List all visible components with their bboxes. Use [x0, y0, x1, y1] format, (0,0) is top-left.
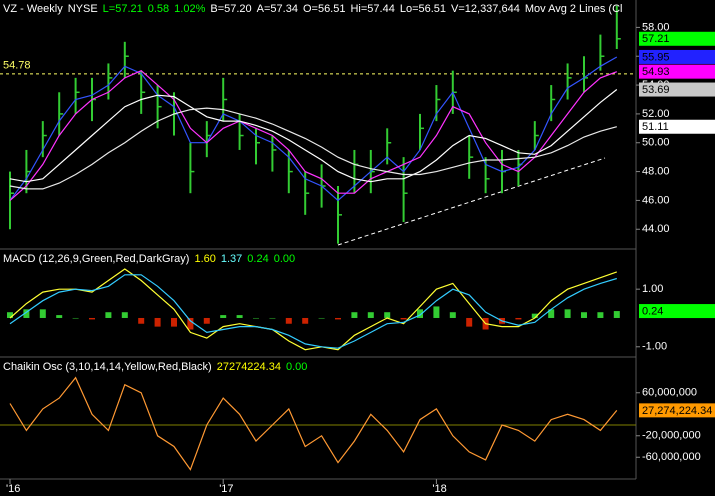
header-item: B=57.20 [210, 3, 251, 15]
histogram-bar [285, 317, 292, 324]
panel-header: MACD (12,26,9,Green,Red,DarkGray) 1.60 1.3… [3, 253, 295, 265]
histogram-bar [203, 317, 210, 324]
header-item: VZ - Weekly [3, 3, 63, 15]
value-box-label: 54.93 [642, 66, 670, 78]
y-tick-label: 44.00 [642, 223, 670, 235]
value-box [639, 403, 715, 418]
y-tick-label: -20,000,000 [642, 430, 701, 442]
y-tick-label: 50.00 [642, 137, 670, 149]
histogram-bar [269, 317, 276, 319]
panel-header: VZ - Weekly NYSE L=57.21 0.58 1.02% B=57.20 A=… [3, 3, 622, 15]
histogram-bar [56, 315, 63, 318]
histogram-bar [72, 317, 79, 319]
header-item: 27274224.34 [217, 361, 281, 373]
y-tick-label: 58.00 [642, 21, 670, 33]
value-box-label: 57.21 [642, 33, 670, 45]
histogram-bar [433, 306, 440, 318]
y-tick-label: 46.00 [642, 194, 670, 206]
x-tick-label: '18 [432, 483, 446, 495]
value-box-label: 51.11 [642, 121, 669, 133]
value-box [639, 304, 715, 319]
histogram-bar [23, 309, 30, 318]
header-item: 1.37 [221, 253, 242, 265]
header-item: L=57.21 [103, 3, 143, 15]
reference-label: 54.78 [3, 60, 31, 72]
value-box [639, 31, 715, 46]
header-item: MACD (12,26,9,Green,Red,DarkGray) [3, 253, 189, 265]
value-box [639, 64, 715, 79]
histogram-bar [613, 311, 620, 318]
header-item: Chaikin Osc (3,10,14,14,Yellow,Red,Black… [3, 361, 212, 373]
histogram-bar [564, 309, 571, 318]
histogram-bar [581, 312, 587, 318]
header-item: NYSE [68, 3, 98, 15]
histogram-bar [105, 312, 112, 318]
histogram-bar [171, 317, 177, 327]
oscillator-line [9, 376, 618, 471]
moving-average [9, 69, 618, 201]
header-item: A=57.34 [257, 3, 298, 15]
y-tick-label: 48.00 [642, 165, 670, 177]
moving-average [9, 107, 617, 190]
header-item: O=56.51 [303, 3, 346, 15]
header-item: 0.24 [247, 253, 268, 265]
moving-average [9, 89, 618, 183]
histogram-bar [187, 317, 194, 330]
histogram-bar [531, 313, 538, 318]
header-item: Hi=57.44 [350, 3, 394, 15]
value-box-label: 27,274,224.34 [642, 405, 712, 417]
header-item: 0.00 [274, 253, 295, 265]
histogram-bar [302, 317, 309, 324]
panel-header: Chaikin Osc (3,10,14,14,Yellow,Red,Black… [3, 361, 307, 373]
moving-average [9, 56, 618, 202]
trend-line [337, 157, 606, 246]
histogram-bar [351, 312, 358, 318]
header-item: V=12,337,644 [451, 3, 520, 15]
macd-line [9, 268, 618, 351]
x-tick-label: '17 [219, 483, 233, 495]
histogram-bar [220, 315, 227, 318]
histogram-bar [7, 312, 13, 318]
histogram-bar [138, 317, 145, 324]
x-tick-label: '16 [6, 483, 20, 495]
histogram-bar [89, 317, 95, 320]
histogram-bar [318, 317, 325, 319]
header-item: 1.60 [194, 253, 215, 265]
value-box-label: 55.95 [642, 51, 670, 63]
histogram-bar [384, 312, 391, 318]
histogram-bar [417, 309, 423, 318]
y-tick-label: 1.00 [642, 283, 663, 295]
histogram-bar [154, 317, 161, 327]
histogram-bar [515, 317, 522, 320]
histogram-bar [367, 312, 374, 318]
macd-line [9, 274, 617, 349]
histogram-bar [548, 309, 555, 318]
header-item: Mov Avg 2 Lines (Cl [525, 3, 623, 15]
value-box [639, 49, 715, 64]
histogram-bar [449, 312, 456, 318]
value-box [639, 82, 715, 97]
histogram-bar [236, 315, 243, 318]
histogram-bar [597, 312, 604, 318]
value-box [639, 119, 715, 134]
histogram-bar [466, 317, 473, 327]
header-item: 1.02% [174, 3, 205, 15]
histogram-bar [39, 309, 46, 318]
header-item: 0.58 [148, 3, 169, 15]
value-box-label: 53.69 [642, 84, 670, 96]
histogram-bar [121, 312, 128, 318]
y-tick-label: -60,000,000 [642, 451, 701, 463]
y-tick-label: -1.00 [642, 341, 667, 353]
histogram-bar [335, 317, 341, 320]
histogram-bar [253, 317, 259, 319]
header-item: Lo=56.51 [400, 3, 446, 15]
y-tick-label: 52.00 [642, 108, 670, 120]
y-tick-label: 60,000,000 [642, 387, 697, 399]
histogram-bar [400, 317, 407, 320]
header-item: 0.00 [286, 361, 307, 373]
value-box-label: 0.24 [642, 305, 663, 317]
